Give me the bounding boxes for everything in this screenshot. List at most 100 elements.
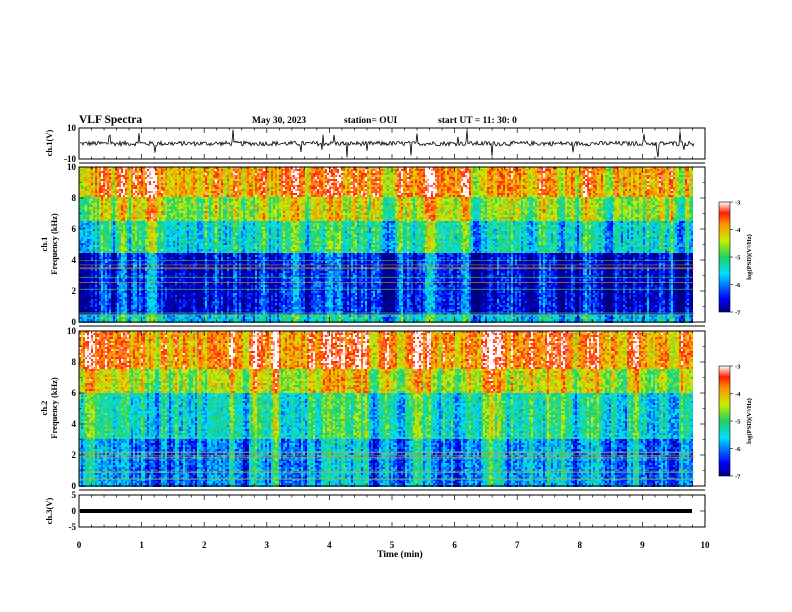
- spectrogram-cell: [543, 185, 545, 187]
- spectrogram-cell: [415, 179, 417, 181]
- spectrogram-cell: [127, 185, 129, 187]
- spectrogram-cell: [279, 197, 281, 199]
- spectrogram-cell: [101, 179, 103, 181]
- spectrogram-cell: [411, 179, 413, 181]
- spectrogram-cell: [659, 191, 661, 193]
- spectrogram-cell: [429, 189, 431, 191]
- spectrogram-cell: [239, 195, 241, 197]
- spectrogram-cell: [491, 173, 493, 175]
- spectrogram-cell: [223, 195, 225, 197]
- spectrogram-cell: [303, 195, 305, 197]
- spectrogram-cell: [605, 191, 607, 193]
- spectrogram-cell: [133, 183, 135, 185]
- spectrogram-cell: [553, 193, 555, 195]
- spectrogram-cell: [135, 181, 137, 183]
- spectrogram-cell: [115, 175, 117, 177]
- spectrogram-cell: [293, 189, 295, 191]
- spectrogram-cell: [227, 175, 229, 177]
- spectrogram-cell: [487, 191, 489, 193]
- spectrogram-cell: [165, 191, 167, 193]
- spectrogram-cell: [273, 179, 275, 181]
- spectrogram-cell: [259, 189, 261, 191]
- spectrogram-cell: [161, 171, 163, 173]
- spectrogram-cell: [349, 179, 351, 181]
- spectrogram-cell: [287, 181, 289, 183]
- spectrogram-cell: [587, 179, 589, 181]
- spectrogram-cell: [93, 175, 95, 177]
- spectrogram-cell: [87, 185, 89, 187]
- spectrogram-cell: [91, 177, 93, 179]
- spectrogram-cell: [669, 173, 671, 175]
- spectrogram-cell: [115, 173, 117, 175]
- spectrogram-cell: [259, 173, 261, 175]
- spectrogram-cell: [673, 177, 675, 179]
- spectrogram-cell: [175, 187, 177, 189]
- spectrogram-cell: [109, 193, 111, 195]
- spectrogram-cell: [653, 171, 655, 173]
- spectrogram-cell: [341, 187, 343, 189]
- spectrogram-cell: [525, 171, 527, 173]
- spectrogram-cell: [395, 195, 397, 197]
- spectrogram-cell: [375, 179, 377, 181]
- spectrogram-cell: [297, 177, 299, 179]
- spectrogram-cell: [191, 197, 193, 199]
- spectrogram-cell: [495, 173, 497, 175]
- spectrogram-cell: [265, 179, 267, 181]
- spectrogram-cell: [671, 183, 673, 185]
- spectrogram-cell: [149, 195, 151, 197]
- spectrogram-cell: [275, 181, 277, 183]
- spectrogram-cell: [691, 171, 693, 173]
- spectrogram-cell: [147, 175, 149, 177]
- spectrogram-cell: [353, 173, 355, 175]
- spectrogram-cell: [361, 181, 363, 183]
- spectrogram-cell: [367, 175, 369, 177]
- spectrogram-cell: [435, 193, 437, 195]
- spectrogram-cell: [189, 169, 191, 171]
- spectrogram-cell: [287, 187, 289, 189]
- spectrogram-cell: [465, 191, 467, 193]
- spectrogram-cell: [335, 185, 337, 187]
- spectrogram-cell: [511, 191, 513, 193]
- spectrogram-cell: [101, 189, 103, 191]
- spectrogram-cell: [87, 189, 89, 191]
- spectrogram-cell: [441, 177, 443, 179]
- spectrogram-cell: [417, 185, 419, 187]
- spectrogram-cell: [145, 173, 147, 175]
- spectrogram-cell: [377, 169, 379, 171]
- spectrogram-cell: [181, 197, 183, 199]
- spectrogram-cell: [421, 191, 423, 193]
- spectrogram-cell: [529, 175, 531, 177]
- spectrogram-cell: [643, 173, 645, 175]
- spectrogram-cell: [549, 193, 551, 195]
- spectrogram-cell: [659, 173, 661, 175]
- spectrogram-cell: [131, 187, 133, 189]
- spectrogram-cell: [279, 173, 281, 175]
- spectrogram-cell: [303, 197, 305, 199]
- spectrogram-cell: [523, 189, 525, 191]
- spectrogram-cell: [465, 185, 467, 187]
- spectrogram-cell: [169, 185, 171, 187]
- spectrogram-cell: [583, 185, 585, 187]
- spectrogram-cell: [643, 193, 645, 195]
- spectrogram-cell: [191, 187, 193, 189]
- spectrogram-cell: [509, 181, 511, 183]
- spectrogram-cell: [119, 171, 121, 173]
- spectrogram-cell: [535, 175, 537, 177]
- spectrogram-cell: [513, 169, 515, 171]
- spectrogram-cell: [307, 187, 309, 189]
- spectrogram-cell: [623, 175, 625, 177]
- spectrogram-cell: [363, 189, 365, 191]
- spectrogram-cell: [157, 197, 159, 199]
- spectrogram-cell: [133, 177, 135, 179]
- spectrogram-cell: [529, 193, 531, 195]
- spectrogram-cell: [545, 193, 547, 195]
- spectrogram-cell: [97, 169, 99, 171]
- spectrogram-cell: [405, 175, 407, 177]
- spectrogram-cell: [291, 185, 293, 187]
- spectrogram-cell: [659, 183, 661, 185]
- spectrogram-cell: [523, 181, 525, 183]
- spectrogram-cell: [493, 185, 495, 187]
- spectrogram-cell: [513, 177, 515, 179]
- spectrogram-cell: [405, 181, 407, 183]
- spectrogram-cell: [271, 191, 273, 193]
